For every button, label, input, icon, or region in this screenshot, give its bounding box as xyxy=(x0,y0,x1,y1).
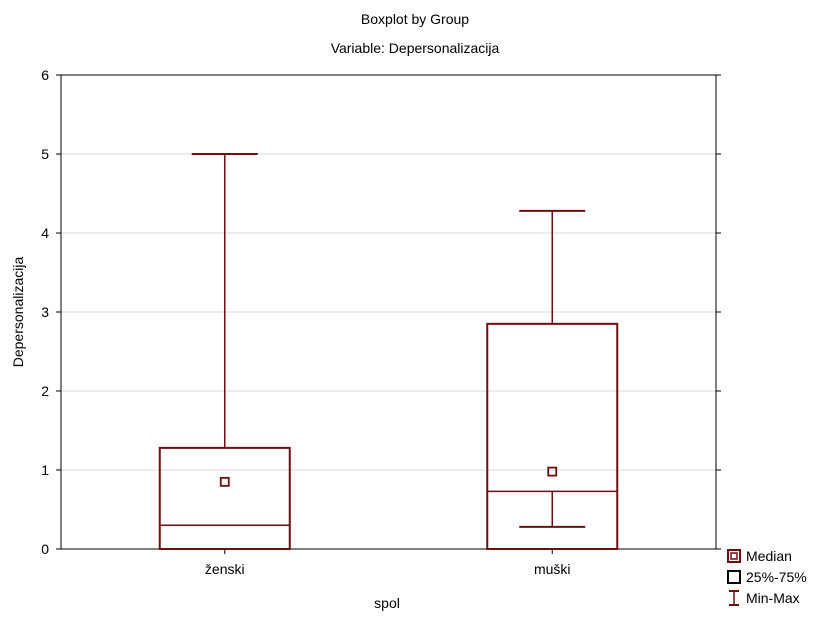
legend-item-median: Median xyxy=(726,545,807,566)
whisker-icon xyxy=(729,589,739,606)
chart-subtitle: Variable: Depersonalizacija xyxy=(330,40,500,56)
chart-title: Boxplot by Group xyxy=(360,11,470,27)
legend-item-box: 25%-75% xyxy=(726,566,807,587)
y-tick-label: 1 xyxy=(41,462,49,478)
legend-label-box: 25%-75% xyxy=(746,568,807,585)
legend-label-whisker: Min-Max xyxy=(746,589,800,606)
box-iqr xyxy=(486,322,619,550)
legend-item-whisker: Min-Max xyxy=(726,587,807,608)
y-tick-label: 6 xyxy=(41,67,49,83)
y-tick-label: 0 xyxy=(41,541,49,557)
median-marker-icon xyxy=(727,548,741,563)
y-tick-label: 2 xyxy=(41,383,49,399)
legend: Median 25%-75% Min-Max xyxy=(726,545,807,608)
box-iqr xyxy=(158,446,291,551)
x-tick-label: ženski xyxy=(205,561,245,577)
median-marker xyxy=(219,476,230,487)
median-marker xyxy=(547,466,558,477)
y-tick-label: 3 xyxy=(41,304,49,320)
x-tick-label: muški xyxy=(534,561,571,577)
y-tick-label: 5 xyxy=(41,146,49,162)
legend-label-median: Median xyxy=(746,547,792,564)
y-tick-label: 4 xyxy=(41,225,49,241)
box-range-icon xyxy=(727,569,741,584)
y-axis-label: Depersonalizacija xyxy=(10,256,26,368)
x-axis-label: spol xyxy=(374,595,400,611)
